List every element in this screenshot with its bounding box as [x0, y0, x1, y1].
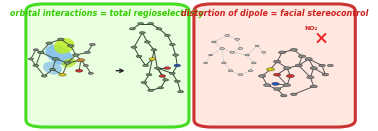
Circle shape — [164, 34, 170, 37]
Circle shape — [273, 60, 281, 63]
Text: distortion of dipole = facial stereocontrol: distortion of dipole = facial stereocont… — [181, 9, 368, 18]
Circle shape — [143, 64, 149, 67]
Circle shape — [174, 80, 180, 82]
Circle shape — [310, 85, 318, 88]
Circle shape — [322, 73, 329, 76]
Circle shape — [144, 41, 150, 43]
Circle shape — [298, 55, 306, 58]
Circle shape — [59, 73, 66, 76]
Circle shape — [290, 93, 297, 96]
Text: orbital interactions = total regioselectivity: orbital interactions = total regioselect… — [10, 9, 204, 18]
Circle shape — [238, 74, 243, 76]
Circle shape — [178, 91, 184, 93]
Circle shape — [68, 45, 74, 47]
Circle shape — [284, 67, 291, 70]
Circle shape — [164, 67, 170, 69]
Circle shape — [53, 58, 59, 60]
Circle shape — [255, 45, 259, 47]
Circle shape — [319, 64, 325, 67]
Circle shape — [259, 75, 266, 77]
Circle shape — [235, 38, 240, 40]
Circle shape — [41, 75, 47, 77]
Circle shape — [148, 89, 154, 92]
Circle shape — [263, 84, 271, 87]
Circle shape — [273, 73, 281, 76]
Circle shape — [280, 94, 287, 97]
Circle shape — [248, 70, 253, 72]
Circle shape — [307, 76, 314, 79]
Circle shape — [73, 54, 79, 56]
Circle shape — [327, 64, 333, 67]
Circle shape — [173, 54, 179, 56]
Circle shape — [64, 62, 71, 64]
FancyBboxPatch shape — [194, 4, 355, 127]
Circle shape — [228, 70, 233, 72]
Circle shape — [37, 51, 44, 54]
Circle shape — [310, 67, 318, 70]
Circle shape — [28, 58, 34, 60]
Circle shape — [245, 54, 249, 56]
FancyBboxPatch shape — [26, 4, 189, 127]
Circle shape — [33, 64, 39, 67]
Circle shape — [151, 49, 157, 51]
Circle shape — [287, 74, 294, 78]
Circle shape — [169, 72, 175, 75]
Circle shape — [169, 43, 175, 46]
Circle shape — [284, 84, 291, 87]
Ellipse shape — [45, 45, 73, 65]
Circle shape — [266, 68, 274, 71]
Circle shape — [139, 32, 146, 34]
Circle shape — [262, 52, 266, 53]
Circle shape — [83, 64, 88, 67]
Circle shape — [46, 42, 53, 45]
Circle shape — [209, 54, 212, 56]
Circle shape — [129, 28, 135, 30]
Circle shape — [174, 64, 181, 67]
Circle shape — [84, 51, 90, 54]
Circle shape — [159, 75, 166, 77]
Circle shape — [148, 22, 154, 25]
Circle shape — [305, 58, 312, 60]
Circle shape — [204, 62, 208, 64]
Circle shape — [88, 72, 93, 74]
Circle shape — [158, 87, 164, 89]
Ellipse shape — [43, 62, 62, 75]
Ellipse shape — [62, 58, 76, 67]
Circle shape — [290, 48, 297, 51]
Circle shape — [222, 62, 226, 64]
Circle shape — [272, 82, 279, 85]
Ellipse shape — [54, 38, 74, 54]
Circle shape — [149, 58, 156, 60]
Circle shape — [33, 49, 39, 51]
Circle shape — [57, 38, 64, 41]
Circle shape — [230, 51, 234, 53]
Text: NO₂: NO₂ — [304, 26, 318, 31]
Circle shape — [90, 43, 95, 46]
Circle shape — [273, 88, 281, 91]
Circle shape — [225, 34, 229, 36]
Circle shape — [136, 55, 142, 58]
Circle shape — [141, 81, 147, 84]
Circle shape — [146, 73, 152, 76]
Circle shape — [138, 22, 144, 25]
Circle shape — [238, 48, 243, 49]
Circle shape — [295, 64, 302, 67]
Circle shape — [163, 79, 169, 81]
Circle shape — [154, 67, 160, 69]
Circle shape — [131, 46, 137, 48]
Circle shape — [251, 62, 256, 64]
Circle shape — [212, 41, 216, 43]
Circle shape — [77, 59, 85, 62]
Circle shape — [50, 68, 56, 71]
Circle shape — [156, 28, 162, 30]
Circle shape — [76, 69, 83, 72]
Circle shape — [220, 48, 225, 49]
Circle shape — [279, 51, 286, 54]
